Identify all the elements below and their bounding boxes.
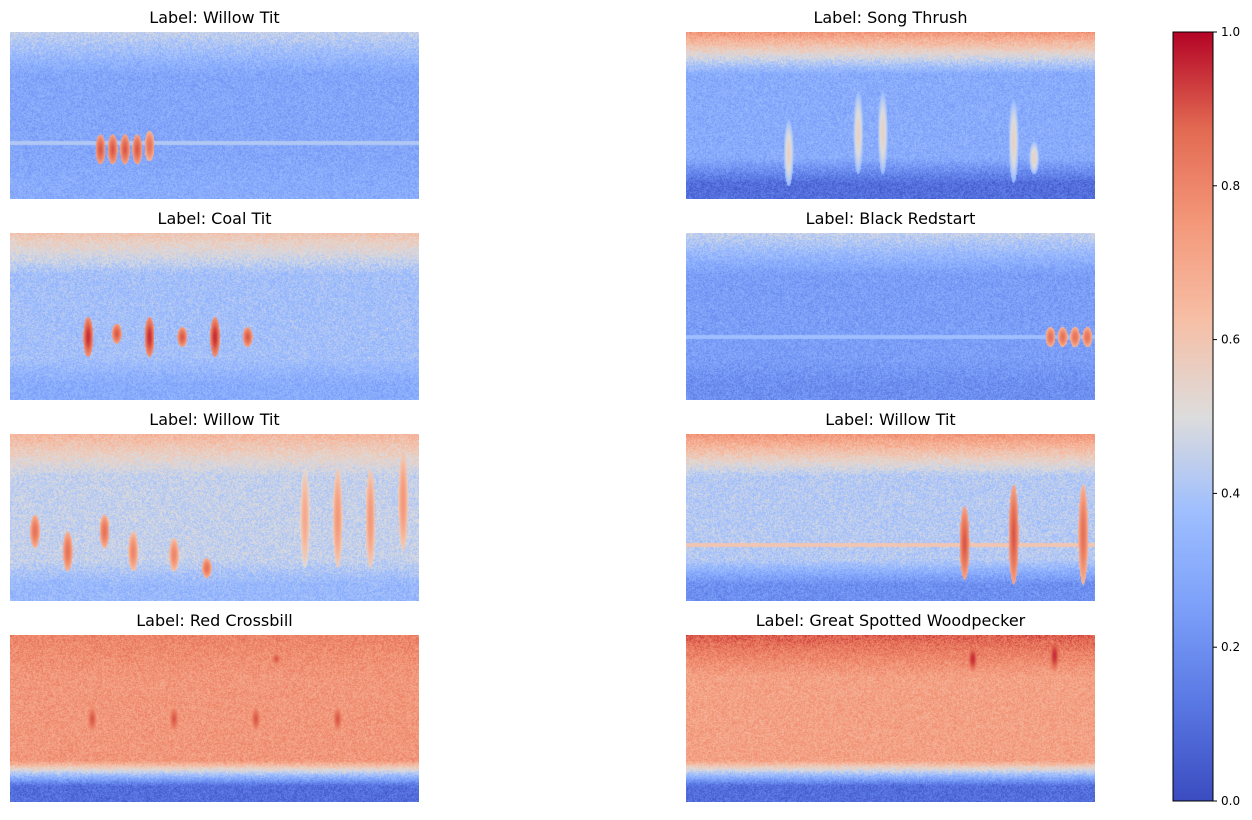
panel-title-8: Label: Great Spotted Woodpecker xyxy=(755,611,1026,630)
spectrogram-panel-8 xyxy=(686,635,1095,802)
colorbar-ticks: 0.0 0.2 0.4 0.6 0.8 1.0 xyxy=(1213,25,1240,808)
panel-title-4: Label: Black Redstart xyxy=(805,209,976,228)
spectrogram-panel-7 xyxy=(10,635,419,802)
colorbar-gradient xyxy=(1172,31,1214,802)
colorbar-tick-label-2: 0.4 xyxy=(1221,486,1240,500)
panel-title-1: Label: Willow Tit xyxy=(149,8,280,27)
spectrogram-panel-2 xyxy=(686,32,1095,199)
colorbar-tick-label-5: 1.0 xyxy=(1221,25,1240,39)
spectrogram-panel-5 xyxy=(10,434,419,601)
colorbar-tick-label-1: 0.2 xyxy=(1221,640,1240,654)
spectrogram-panel-6 xyxy=(686,434,1095,601)
colorbar-tick-label-4: 0.8 xyxy=(1221,179,1240,193)
panel-title-5: Label: Willow Tit xyxy=(149,410,280,429)
panel-title-6: Label: Willow Tit xyxy=(825,410,956,429)
panel-title-7: Label: Red Crossbill xyxy=(136,611,293,630)
colorbar-tick-label-0: 0.0 xyxy=(1221,794,1240,808)
spectrogram-panel-4 xyxy=(686,233,1095,400)
spectrogram-panel-1 xyxy=(10,32,419,199)
panel-title-2: Label: Song Thrush xyxy=(813,8,968,27)
spectrogram-panel-3 xyxy=(10,233,419,400)
panel-title-3: Label: Coal Tit xyxy=(157,209,272,228)
colorbar-tick-label-3: 0.6 xyxy=(1221,333,1240,347)
